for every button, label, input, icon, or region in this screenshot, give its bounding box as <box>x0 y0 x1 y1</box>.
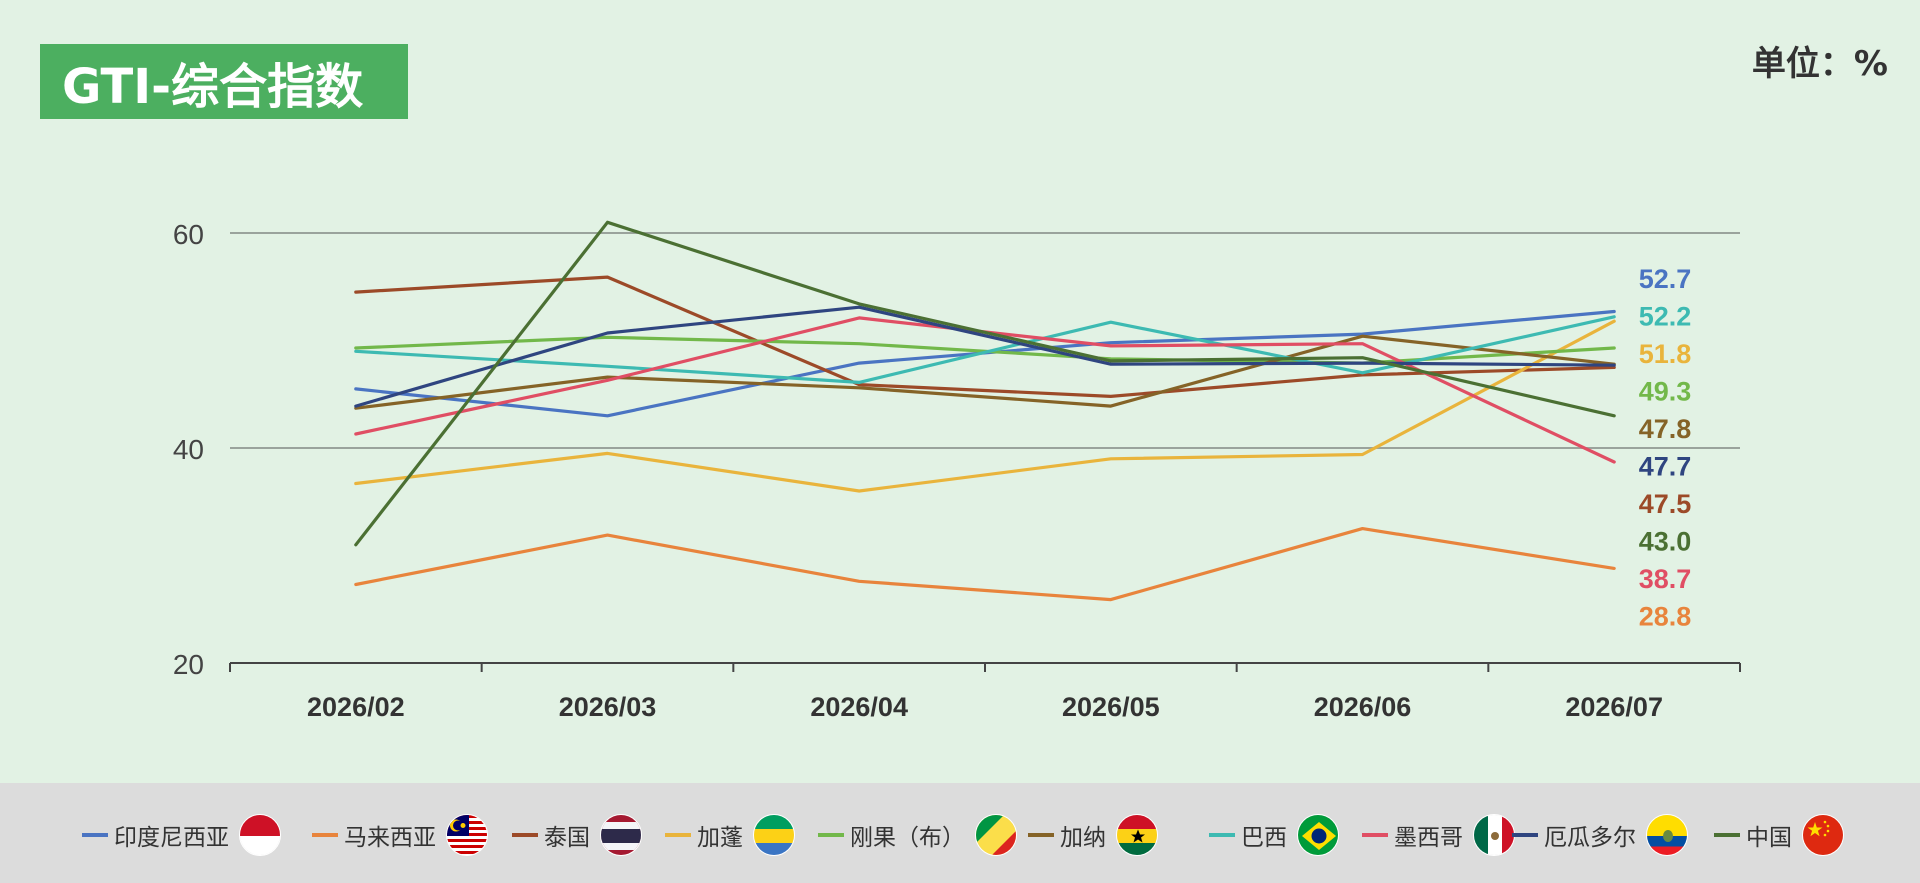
legend-line-swatch <box>312 833 338 837</box>
legend-label: 巴西 <box>1241 825 1287 851</box>
chart-title: GTI-综合指数 <box>62 58 364 115</box>
legend-label: 厄瓜多尔 <box>1544 825 1636 851</box>
legend-item: 加蓬 <box>665 813 795 857</box>
legend-line-swatch <box>1362 833 1388 837</box>
legend-item: 泰国 <box>512 813 642 857</box>
mexico-flag-icon <box>1473 814 1515 856</box>
end-value-label: 38.7 <box>1639 564 1692 594</box>
legend-item: 马来西亚 <box>312 813 488 857</box>
y-tick-label: 20 <box>173 649 204 680</box>
x-tick-label: 2026/07 <box>1565 692 1663 722</box>
legend-item: 墨西哥 <box>1362 813 1515 857</box>
legend-label: 中国 <box>1746 825 1792 851</box>
legend-item: 刚果（布） <box>818 813 1017 857</box>
end-value-label: 52.2 <box>1639 302 1692 332</box>
legend-item: 巴西 <box>1209 813 1339 857</box>
x-tick-label: 2026/02 <box>307 692 405 722</box>
legend-item: 印度尼西亚 <box>82 813 281 857</box>
y-tick-label: 40 <box>173 434 204 465</box>
title-banner: GTI-综合指数 <box>40 44 408 119</box>
legend-label: 印度尼西亚 <box>114 825 229 851</box>
legend-line-swatch <box>1512 833 1538 837</box>
legend-item: 厄瓜多尔 <box>1512 813 1688 857</box>
legend-line-swatch <box>818 833 844 837</box>
legend-line-swatch <box>82 833 108 837</box>
congo-flag-icon <box>975 814 1017 856</box>
legend-item: 中国 <box>1714 813 1844 857</box>
end-value-label: 28.8 <box>1639 602 1692 632</box>
line-chart: 20 40 60 2026/02 2026/03 2026/04 2026/05 2026/0… <box>173 219 1741 722</box>
x-tick-label: 2026/05 <box>1062 692 1160 722</box>
ghana-flag-icon <box>1116 814 1158 856</box>
indonesia-flag-icon <box>239 814 281 856</box>
series-line-10 <box>354 220 1616 547</box>
ecuador-flag-icon <box>1646 814 1688 856</box>
end-value-label: 43.0 <box>1639 527 1692 557</box>
legend-line-swatch <box>1209 833 1235 837</box>
end-value-label: 49.3 <box>1639 377 1692 407</box>
legend-line-swatch <box>1714 833 1740 837</box>
legend-line-swatch <box>1028 833 1054 837</box>
legend-label: 刚果（布） <box>850 825 965 851</box>
legend-label: 泰国 <box>544 825 590 851</box>
end-value-label: 51.8 <box>1639 339 1692 369</box>
malaysia-flag-icon <box>446 814 488 856</box>
series-line-9 <box>354 305 1616 408</box>
legend-label: 加蓬 <box>697 825 743 851</box>
series-line-2 <box>354 526 1616 602</box>
china-flag-icon <box>1802 814 1844 856</box>
legend-label: 马来西亚 <box>344 825 436 851</box>
x-tick-label: 2026/03 <box>559 692 657 722</box>
legend: 印度尼西亚 马来西亚 泰国 加蓬 刚果（布） 加纳 巴西 墨西哥 厄瓜多尔 中国 <box>0 783 1920 883</box>
end-value-label: 47.5 <box>1639 489 1692 519</box>
thailand-flag-icon <box>600 814 642 856</box>
x-tick-label: 2026/06 <box>1314 692 1412 722</box>
legend-label: 加纳 <box>1060 825 1106 851</box>
series-line-6 <box>354 334 1616 410</box>
legend-label: 墨西哥 <box>1394 825 1463 851</box>
end-value-label: 52.7 <box>1639 264 1692 294</box>
end-value-label: 47.8 <box>1639 414 1692 444</box>
legend-line-swatch <box>512 833 538 837</box>
brazil-flag-icon <box>1297 814 1339 856</box>
series-line-3 <box>354 275 1616 398</box>
unit-label: 单位：% <box>1751 44 1888 84</box>
y-tick-label: 60 <box>173 219 204 250</box>
legend-line-swatch <box>665 833 691 837</box>
gabon-flag-icon <box>753 814 795 856</box>
end-value-label: 47.7 <box>1639 452 1692 482</box>
series-line-4 <box>354 319 1616 493</box>
x-tick-label: 2026/04 <box>810 692 908 722</box>
legend-item: 加纳 <box>1028 813 1158 857</box>
